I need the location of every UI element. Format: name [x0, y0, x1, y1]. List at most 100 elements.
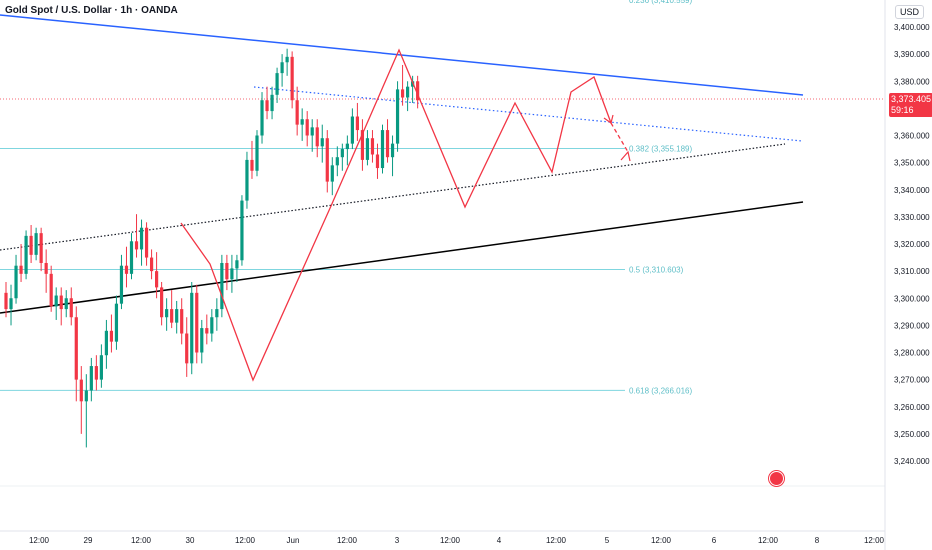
candle	[325, 130, 329, 193]
candle	[19, 244, 23, 282]
candle	[416, 75, 420, 109]
candle	[385, 119, 390, 163]
fib-level-label: 0.382 (3,355.189)	[629, 145, 692, 154]
candle	[89, 357, 93, 402]
inner-resistance-line	[253, 86, 803, 142]
candle-body	[290, 56, 294, 101]
candle	[260, 92, 264, 144]
candle	[205, 314, 209, 345]
candle	[220, 254, 224, 318]
projection-arrow-head	[620, 150, 631, 162]
candle-body	[99, 355, 103, 380]
candle	[114, 295, 119, 350]
candle-body	[180, 309, 184, 334]
candle	[310, 119, 314, 152]
candle	[370, 130, 375, 163]
y-tick-label: 3,380.000	[894, 77, 930, 86]
candle	[149, 249, 154, 280]
candle	[270, 86, 274, 120]
candle	[335, 146, 339, 177]
candle-body	[280, 62, 284, 74]
candle-body	[375, 154, 380, 169]
currency-label[interactable]: USD	[894, 5, 924, 19]
x-tick-label: 12:00	[651, 536, 672, 545]
candle-body	[235, 260, 239, 269]
x-tick-label: 12:00	[29, 536, 50, 545]
candle-body	[275, 73, 279, 95]
x-tick-label: 8	[815, 536, 820, 545]
candle	[99, 344, 103, 388]
candle	[170, 290, 174, 329]
fib-level-label: 0.236 (3,410.559)	[629, 0, 692, 5]
candle	[360, 119, 365, 171]
candle-body	[265, 100, 269, 112]
candle-body	[104, 330, 108, 356]
y-tick-label: 3,300.000	[894, 294, 930, 303]
candle	[225, 254, 229, 291]
candle-body	[305, 119, 309, 136]
candle-body	[406, 86, 410, 98]
candle-body	[9, 298, 13, 310]
y-tick-label: 3,240.000	[894, 457, 930, 466]
candle	[390, 135, 395, 177]
candle	[350, 108, 354, 150]
candle-body	[175, 309, 179, 323]
candle-body	[340, 149, 344, 158]
candle-body	[335, 157, 339, 166]
candle-body	[44, 262, 48, 274]
candle	[134, 214, 139, 258]
candle-body	[155, 271, 159, 288]
candle	[250, 140, 254, 179]
candle	[175, 300, 179, 334]
candle-body	[74, 317, 78, 380]
x-tick-label: 12:00	[337, 536, 358, 545]
y-tick-label: 3,320.000	[894, 240, 930, 249]
candle	[49, 265, 53, 312]
candle-body	[330, 165, 334, 182]
last-price-value: 3,373.405	[891, 94, 932, 104]
candle-body	[230, 268, 234, 280]
candle	[54, 287, 58, 320]
projection-path	[610, 122, 629, 153]
candle-body	[315, 127, 319, 147]
x-tick-label: 3	[395, 536, 400, 545]
x-tick-label: 30	[186, 536, 195, 545]
candle	[39, 227, 43, 272]
candle	[320, 124, 324, 163]
candle-body	[114, 303, 119, 342]
candle-body	[24, 235, 28, 274]
candle	[109, 314, 114, 353]
candle-body	[245, 159, 249, 201]
candle	[14, 254, 18, 304]
candle-body	[39, 233, 43, 263]
candle-body	[240, 200, 244, 261]
candle-body	[29, 235, 33, 255]
candle	[200, 319, 204, 364]
candles	[4, 48, 420, 448]
candle	[245, 151, 249, 209]
candle-body	[170, 309, 174, 323]
candle	[74, 306, 78, 402]
candle	[315, 119, 319, 158]
candle-body	[255, 135, 259, 171]
candle-body	[54, 295, 58, 307]
candle	[139, 219, 144, 266]
arrow-head	[603, 114, 614, 125]
candle	[280, 54, 284, 87]
candle-body	[385, 130, 390, 158]
us-flag-icon[interactable]	[769, 471, 784, 486]
y-tick-label: 3,290.000	[894, 321, 930, 330]
candle	[84, 374, 88, 448]
candle	[255, 130, 259, 177]
fib-level-label: 0.5 (3,310.603)	[629, 265, 684, 274]
candle-body	[260, 100, 264, 136]
candle-body	[160, 287, 164, 318]
candle-body	[190, 292, 194, 364]
candle-body	[4, 292, 8, 310]
x-tick-label: 29	[84, 536, 93, 545]
candle	[190, 281, 194, 375]
candle	[210, 309, 214, 342]
candle-body	[400, 89, 405, 98]
